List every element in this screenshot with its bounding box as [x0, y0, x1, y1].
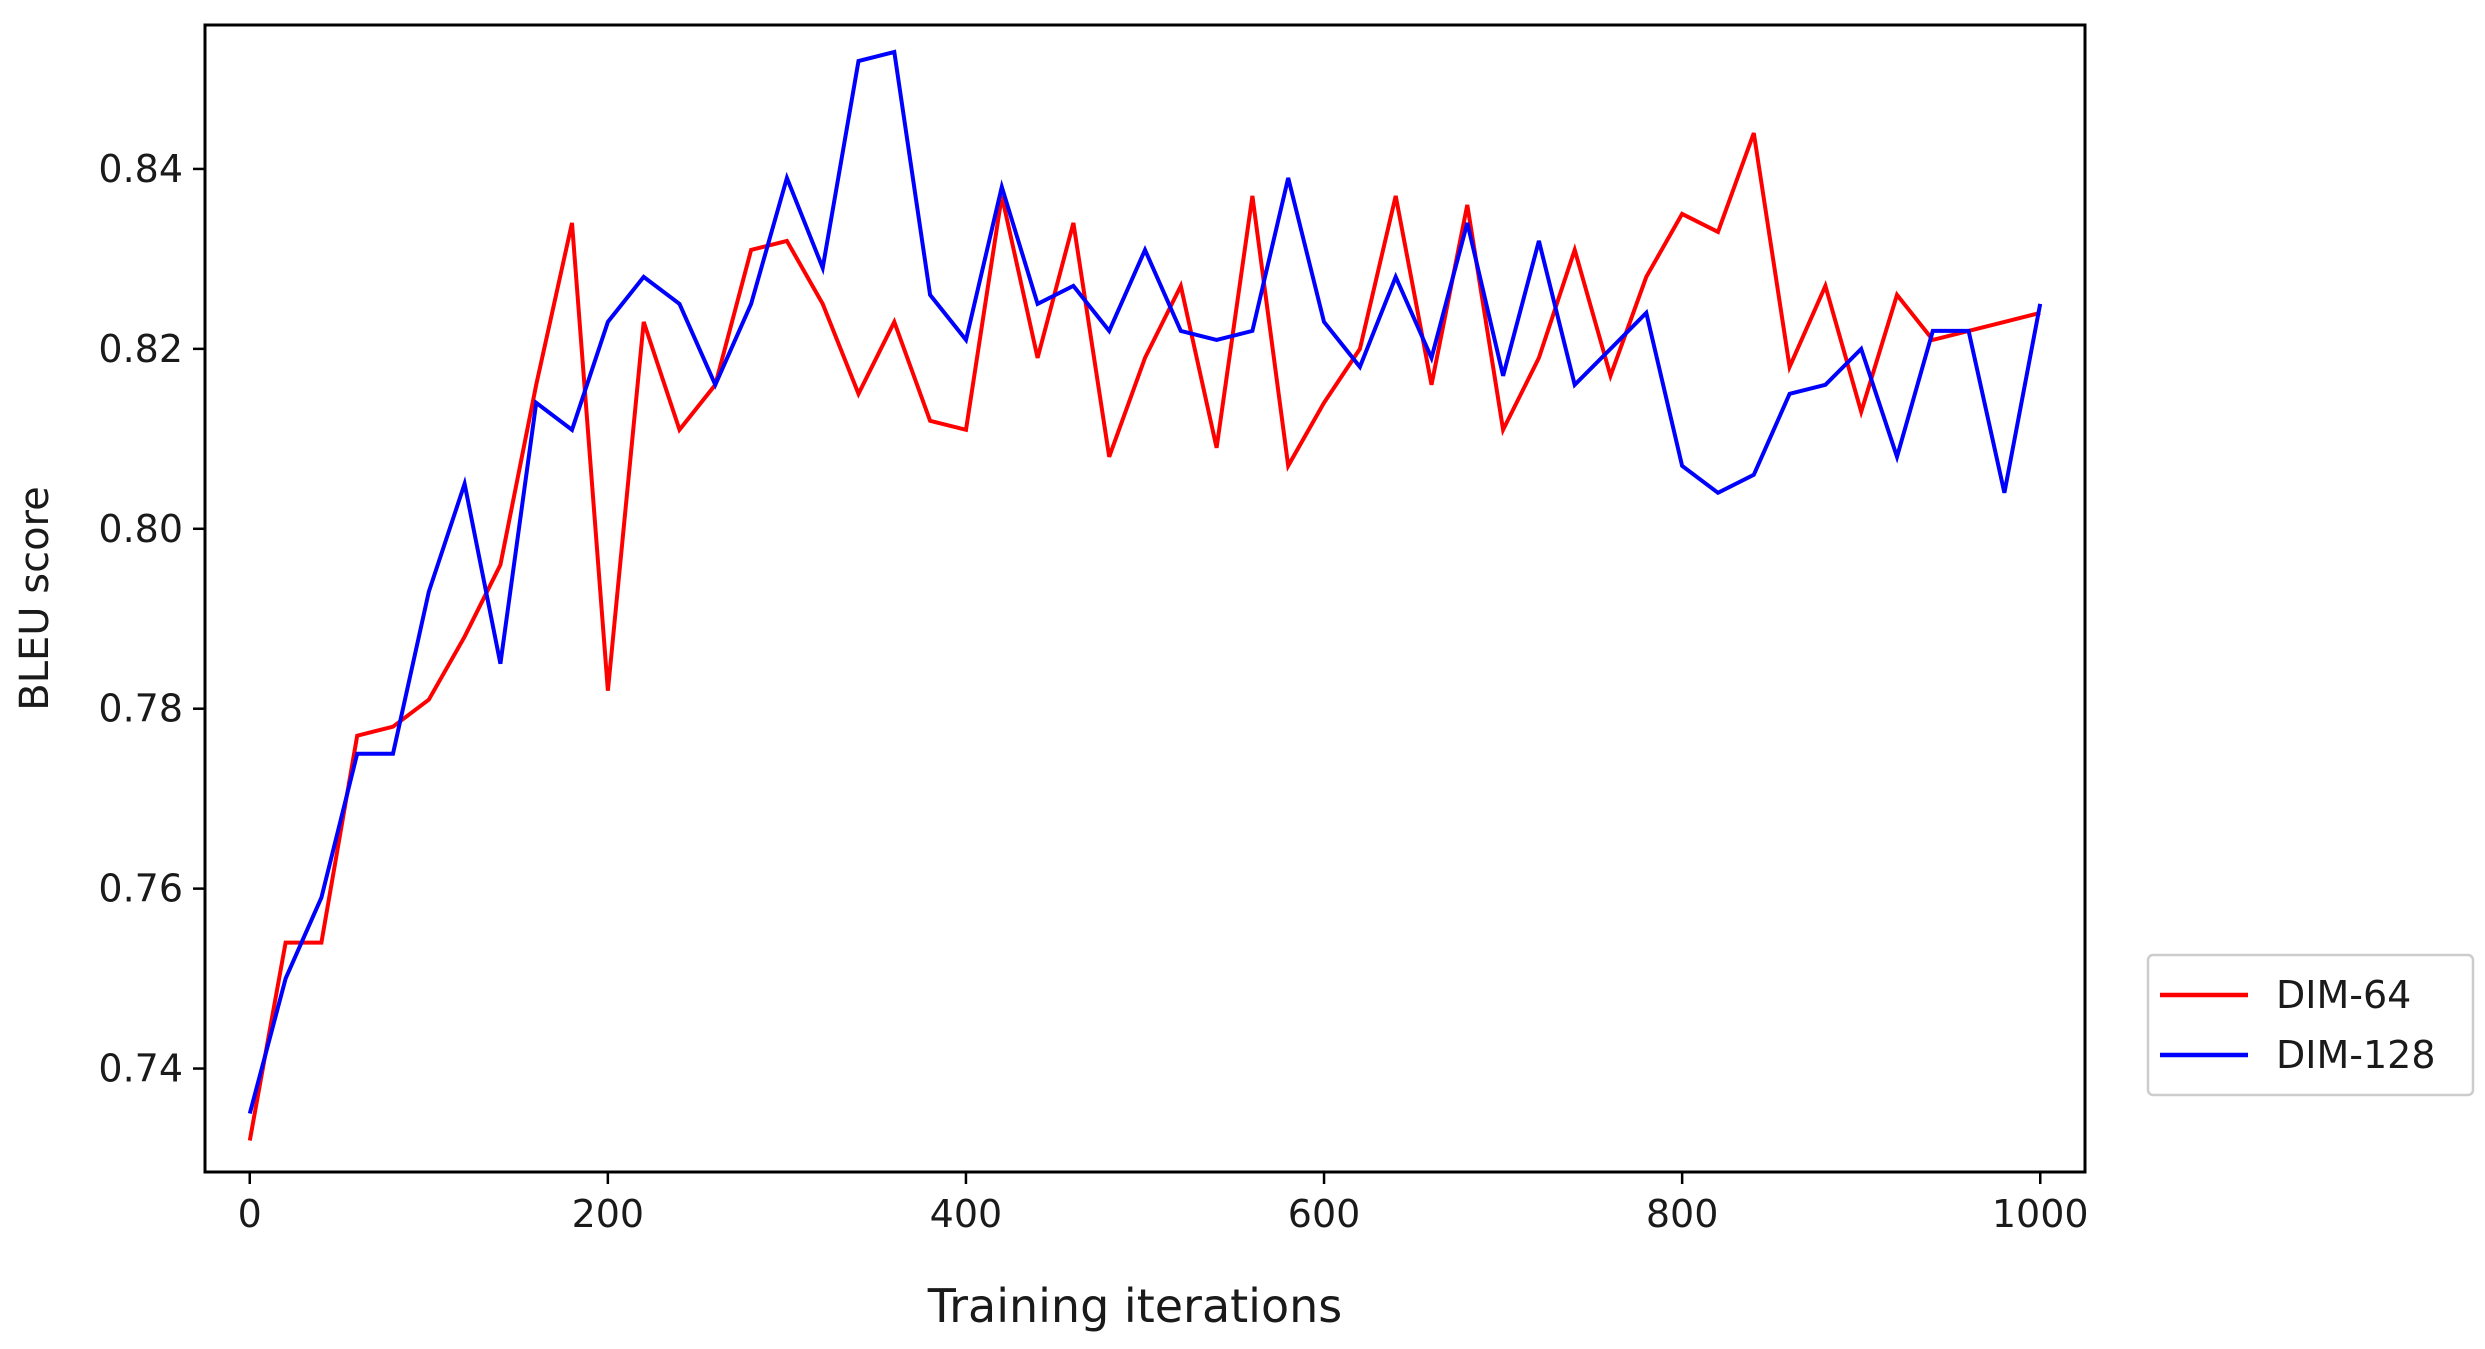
x-tick-label: 200 — [572, 1192, 645, 1236]
legend-label: DIM-64 — [2276, 973, 2411, 1017]
plot-frame — [203, 23, 2087, 1174]
y-axis-label: BLEU score — [12, 486, 58, 710]
y-tick-label: 0.74 — [98, 1047, 183, 1091]
y-tick-label: 0.80 — [98, 507, 183, 551]
x-tick-label: 600 — [1288, 1192, 1361, 1236]
series-line-dim-128 — [247, 49, 2043, 1115]
x-tick-label: 0 — [238, 1192, 262, 1236]
legend-box — [2146, 953, 2475, 1097]
y-axis: 0.74 0.76 0.78 0.80 0.82 0.84 — [98, 147, 205, 1091]
series-layer — [247, 49, 2043, 1141]
x-tick-label: 1000 — [1992, 1192, 2089, 1236]
y-tick-label: 0.82 — [98, 327, 183, 371]
legend: DIM-64 DIM-128 — [2146, 953, 2475, 1097]
x-tick-label: 400 — [930, 1192, 1003, 1236]
x-axis-label: Training iterations — [927, 1279, 1342, 1333]
series-line-dim-64 — [247, 132, 2041, 1141]
y-tick-label: 0.84 — [98, 147, 183, 191]
y-tick-label: 0.78 — [98, 687, 183, 731]
x-axis: 0 200 400 600 800 1000 — [238, 1172, 2089, 1236]
y-tick-label: 0.76 — [98, 867, 183, 911]
legend-label: DIM-128 — [2276, 1033, 2436, 1077]
x-tick-label: 800 — [1646, 1192, 1719, 1236]
